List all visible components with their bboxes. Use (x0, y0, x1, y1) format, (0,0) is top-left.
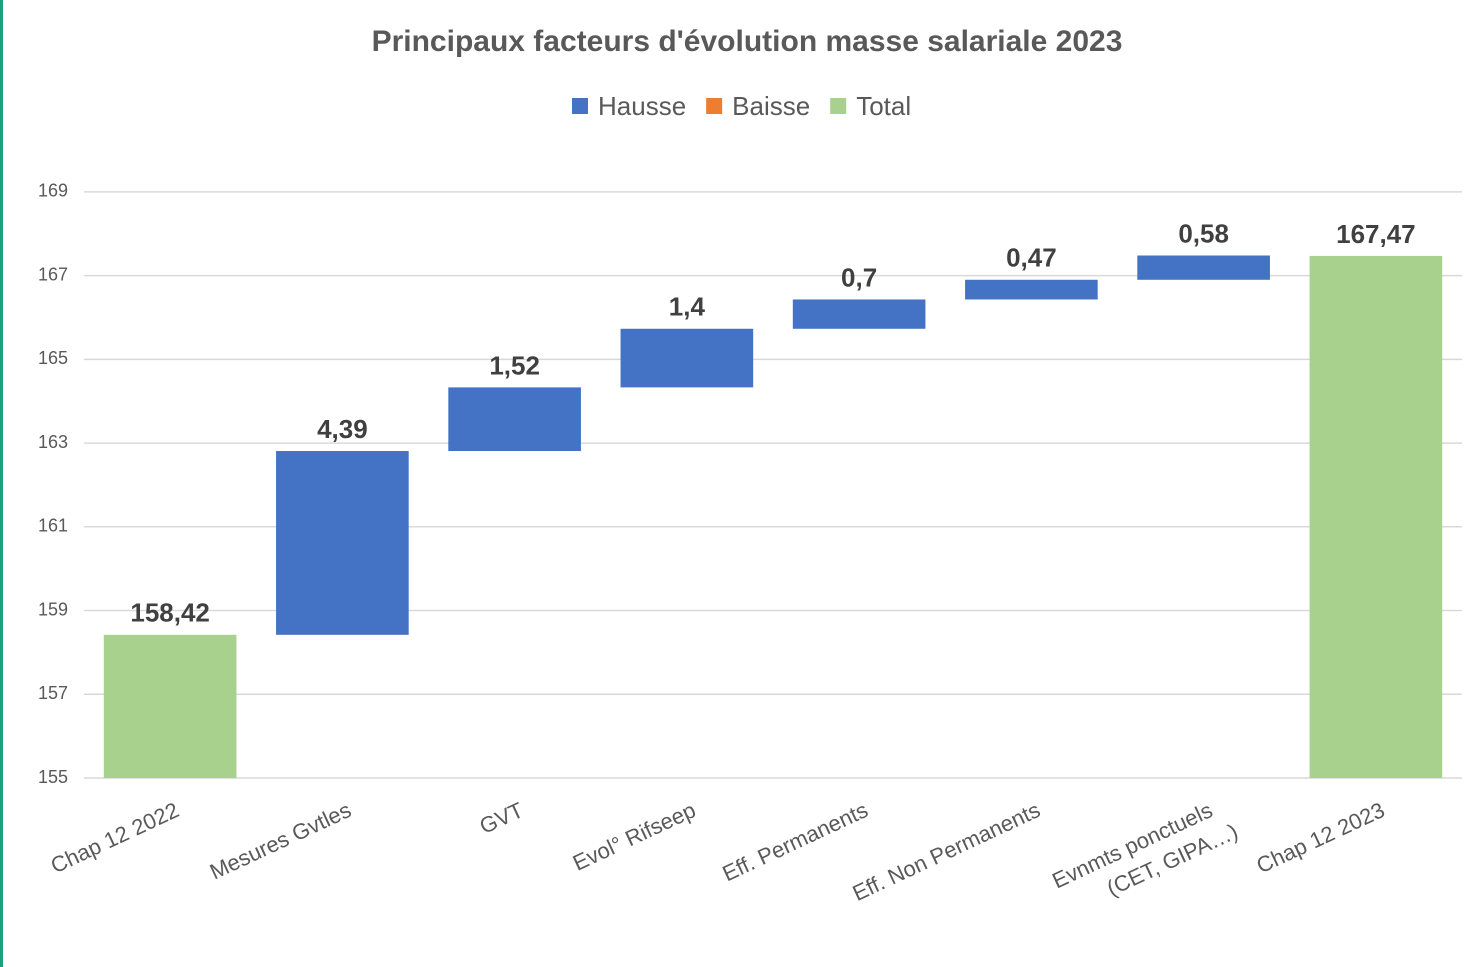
left-border (0, 0, 3, 967)
x-tick-label: Mesures Gvtles (206, 797, 355, 884)
y-tick-label: 159 (38, 599, 68, 619)
bar (448, 387, 581, 452)
x-tick-label: Chap 12 2022 (47, 797, 183, 878)
x-tick-label: Eff. Permanents (719, 797, 872, 886)
legend-swatch (706, 98, 723, 114)
y-tick-label: 155 (38, 767, 68, 787)
bar (276, 451, 409, 635)
x-tick-label: Eff. Non Permanents (849, 797, 1044, 906)
data-label: 1,52 (489, 350, 540, 380)
y-tick-label: 167 (38, 264, 68, 284)
legend-swatch (830, 98, 847, 114)
y-tick-label: 165 (38, 348, 68, 368)
data-label: 0,58 (1178, 218, 1229, 248)
legend-label: Total (856, 91, 911, 121)
bar (620, 328, 754, 388)
legend-label: Hausse (598, 91, 686, 121)
y-tick-label: 169 (38, 181, 68, 201)
bar (965, 279, 1098, 300)
bar (1309, 255, 1443, 778)
data-label: 1,4 (669, 292, 706, 322)
x-tick-label: GVT (476, 797, 528, 839)
bar (103, 634, 237, 778)
data-label: 158,42 (130, 598, 210, 628)
bar (1137, 255, 1270, 280)
y-tick-label: 163 (38, 432, 68, 452)
x-tick-label: Evnmts ponctuels(CET, GIPA…) (1048, 791, 1241, 920)
x-tick-label: Chap 12 2023 (1253, 797, 1389, 878)
y-tick-label: 157 (38, 683, 68, 703)
x-tick-label: Evol° Rifseep (569, 797, 699, 876)
data-label: 0,7 (841, 262, 877, 292)
legend-label: Baisse (732, 91, 810, 121)
data-label: 0,47 (1006, 243, 1057, 273)
legend-swatch (572, 98, 588, 114)
bar (792, 299, 926, 329)
chart-title: Principaux facteurs d'évolution masse sa… (372, 25, 1123, 58)
data-label: 4,39 (317, 414, 368, 444)
data-label: 167,47 (1336, 219, 1416, 249)
y-tick-label: 161 (38, 516, 68, 536)
